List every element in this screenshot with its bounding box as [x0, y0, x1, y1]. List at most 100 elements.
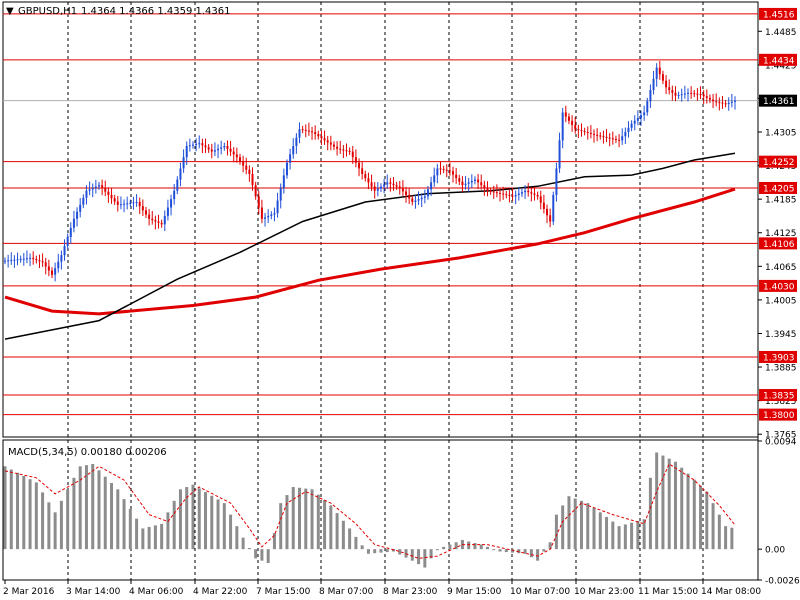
candle-body — [10, 260, 13, 262]
candle-body — [279, 187, 282, 201]
candle-body — [85, 190, 88, 198]
macd-bar — [391, 549, 395, 552]
candle-body — [260, 207, 263, 219]
candle-body — [270, 214, 273, 216]
candle-body — [69, 227, 72, 237]
candle-body — [66, 236, 69, 247]
macd-bar — [724, 526, 728, 550]
y-tick-label: 1.4005 — [765, 296, 797, 306]
level-label-bg — [759, 155, 797, 168]
macd-bar — [573, 498, 577, 550]
candle-body — [621, 136, 624, 141]
candle-body — [690, 92, 693, 94]
candle-body — [420, 197, 423, 200]
candle-body — [50, 270, 53, 275]
candle-body — [486, 187, 489, 191]
macd-bar — [216, 499, 220, 550]
moving-averages — [4, 152, 736, 340]
level-label-text: 1.3903 — [763, 353, 795, 363]
candle-body — [204, 145, 207, 148]
candle-body — [536, 194, 539, 197]
macd-bar — [655, 452, 659, 550]
candle-body — [332, 144, 335, 147]
candle-body — [683, 93, 686, 95]
main-chart-frame[interactable] — [2, 1, 759, 438]
candle-body — [458, 178, 461, 182]
candle-body — [19, 258, 22, 260]
macd-y-tick-label: 0.0094 — [765, 438, 797, 448]
level-label-text: 1.4252 — [763, 158, 795, 168]
x-tick-label: 10 Mar 23:00 — [574, 587, 634, 597]
candle-body — [185, 146, 188, 158]
candle-body — [47, 266, 50, 271]
candle-body — [376, 188, 379, 191]
candle-body — [411, 198, 414, 202]
candle-body — [242, 161, 245, 166]
candle-body — [646, 101, 649, 113]
candle-body — [430, 182, 433, 190]
candle-body — [734, 100, 736, 102]
candle-body — [370, 182, 373, 187]
candle-body — [285, 162, 288, 176]
macd-bar — [210, 495, 214, 550]
macd-bar — [310, 489, 314, 550]
macd-bar — [692, 479, 696, 550]
candle-body — [555, 168, 558, 195]
candle-body — [25, 258, 28, 260]
candle-body — [188, 145, 191, 147]
candle-body — [182, 157, 185, 169]
macd-bar — [504, 549, 508, 553]
candle-body — [668, 87, 671, 91]
current-price-label: 1.4361 — [763, 97, 795, 107]
candle-body — [195, 143, 198, 145]
candle-body — [671, 90, 674, 93]
macd-bar — [128, 508, 132, 550]
macd-bar — [3, 466, 7, 550]
x-tick-label: 2 Mar 2016 — [3, 587, 55, 597]
macd-bar — [511, 549, 515, 553]
macd-bar — [586, 503, 590, 550]
candle-body — [170, 199, 173, 208]
candle-body — [505, 194, 508, 196]
candle-body — [229, 148, 232, 152]
macd-bar — [304, 488, 308, 550]
candle-body — [577, 129, 580, 131]
macd-bar — [84, 465, 88, 550]
y-tick-label: 1.4065 — [765, 263, 797, 273]
macd-bar — [235, 526, 239, 550]
level-label-text: 1.3800 — [763, 411, 795, 421]
candle-body — [712, 99, 715, 102]
macd-bar — [730, 527, 734, 550]
candle-body — [593, 133, 596, 135]
candle-body — [60, 255, 63, 262]
candle-body — [452, 171, 455, 175]
x-tick-label: 4 Mar 06:00 — [129, 587, 184, 597]
candle-body — [602, 136, 605, 138]
macd-bar — [329, 505, 333, 550]
macd-bar — [354, 536, 358, 550]
level-label-bg — [759, 389, 797, 402]
macd-histogram — [3, 452, 734, 568]
macd-bar — [467, 541, 471, 550]
candle-body — [546, 208, 549, 216]
candle-body — [511, 195, 514, 197]
candle-body — [191, 144, 194, 146]
macd-bar — [122, 499, 126, 550]
y-tick-label: 1.4425 — [765, 61, 797, 71]
candle-body — [508, 194, 511, 196]
candle-body — [480, 182, 483, 186]
candle-body — [473, 179, 476, 181]
candle-body — [29, 257, 32, 259]
macd-bar — [272, 533, 276, 550]
candle-body — [57, 261, 60, 269]
macd-bar — [554, 514, 558, 550]
candle-body — [477, 179, 480, 183]
candle-body — [661, 74, 664, 81]
ma-fast-line — [4, 152, 736, 340]
collapse-arrow-icon[interactable]: ▼ — [6, 6, 14, 17]
macd-chart-frame[interactable] — [2, 439, 759, 581]
candle-body — [317, 134, 320, 137]
candle-body — [54, 268, 57, 275]
candle-body — [320, 136, 323, 139]
